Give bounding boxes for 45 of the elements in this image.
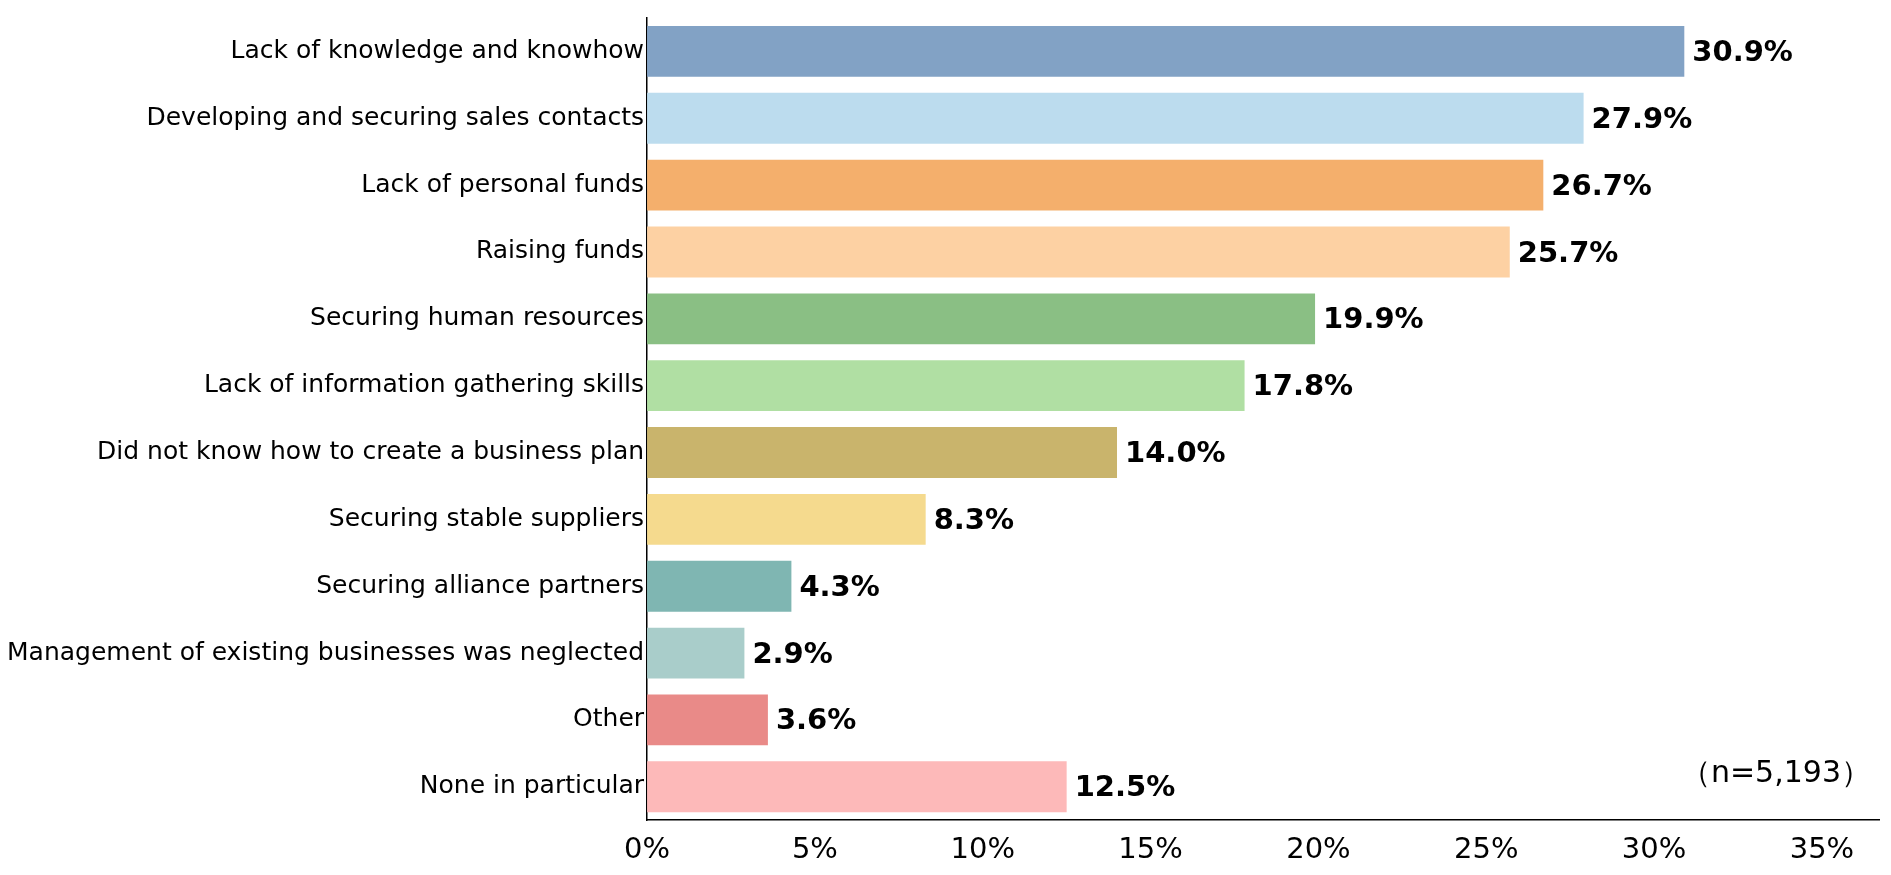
- bar: [647, 226, 1510, 278]
- y-tick-label: Did not know how to create a business plan: [97, 436, 645, 466]
- bar: [647, 427, 1118, 478]
- x-tick-label: 20%: [1286, 831, 1351, 866]
- y-tick-label: Raising funds: [475, 235, 645, 265]
- bar: [647, 92, 1584, 144]
- y-tick-label: Management of existing businesses was neglected: [7, 636, 645, 666]
- data-label: 19.9%: [1323, 301, 1424, 336]
- bar: [647, 694, 768, 746]
- data-label: 26.7%: [1551, 167, 1652, 202]
- bar: [647, 159, 1544, 211]
- data-label: 14.0%: [1125, 435, 1226, 470]
- bar: [647, 627, 745, 679]
- data-label: 25.7%: [1517, 234, 1619, 269]
- data-label: 3.6%: [775, 702, 857, 737]
- data-label: 8.3%: [933, 501, 1015, 536]
- x-tick-label: 30%: [1621, 831, 1687, 866]
- y-tick-label: Lack of personal funds: [361, 168, 645, 198]
- bar: [647, 293, 1316, 345]
- x-tick-label: 10%: [950, 831, 1015, 866]
- bar: [647, 560, 792, 612]
- data-label: 17.8%: [1252, 368, 1354, 403]
- x-tick-label: 5%: [791, 831, 838, 866]
- data-label: 27.9%: [1591, 100, 1693, 135]
- data-label: 2.9%: [752, 635, 833, 670]
- y-tick-label: Lack of information gathering skills: [203, 369, 645, 399]
- annotation: （n=5,193）: [1680, 753, 1871, 791]
- x-tick-label: 25%: [1454, 831, 1519, 866]
- y-tick-label: Securing human resources: [310, 302, 645, 332]
- y-tick-label: Lack of knowledge and knowhow: [230, 34, 645, 64]
- y-tick-label: None in particular: [419, 770, 645, 800]
- x-tick-label: 35%: [1789, 831, 1855, 866]
- x-tick-label: 15%: [1118, 831, 1183, 866]
- y-tick-label: Securing alliance partners: [316, 569, 645, 599]
- bar: [647, 761, 1067, 813]
- data-label: 12.5%: [1074, 769, 1176, 804]
- data-label: 4.3%: [799, 568, 880, 603]
- bar: [647, 26, 1685, 77]
- x-tick-label: 0%: [624, 831, 671, 866]
- bar: [647, 360, 1245, 412]
- y-tick-label: Developing and securing sales contacts: [146, 101, 645, 131]
- bar: [647, 493, 926, 545]
- y-tick-label: Securing stable suppliers: [328, 502, 645, 532]
- y-tick-label: Other: [573, 703, 645, 733]
- data-label: 30.9%: [1692, 33, 1793, 68]
